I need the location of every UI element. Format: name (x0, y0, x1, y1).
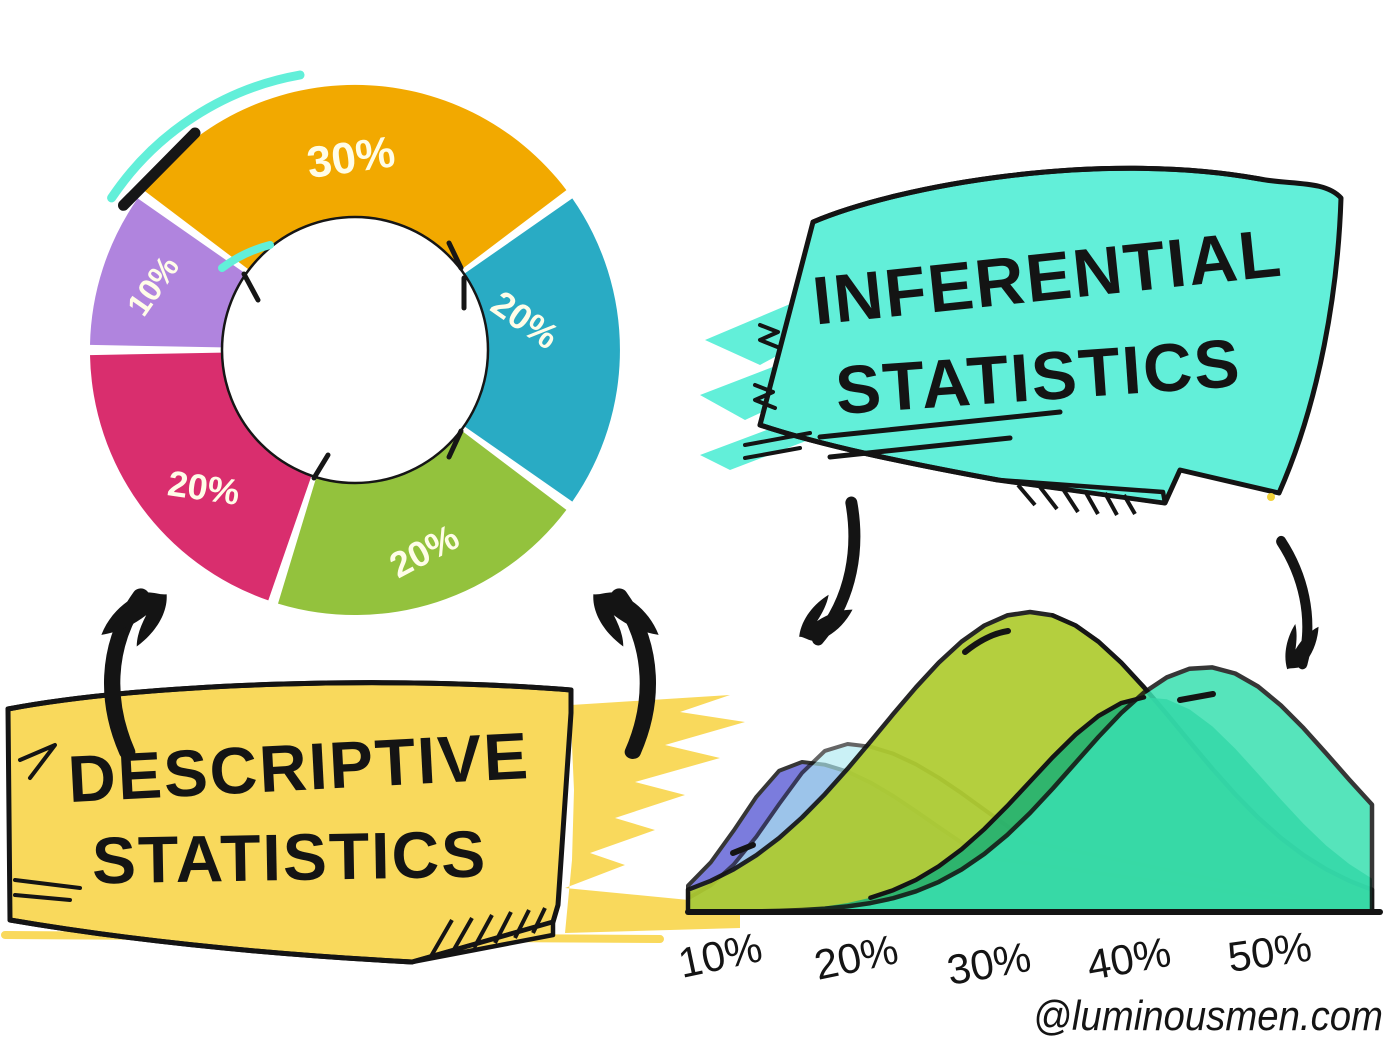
svg-text:50%: 50% (1225, 923, 1315, 981)
svg-text:20%: 20% (810, 925, 902, 988)
svg-text:STATISTICS: STATISTICS (91, 817, 487, 898)
svg-text:30%: 30% (943, 933, 1034, 994)
svg-text:@luminousmen.com: @luminousmen.com (1033, 992, 1383, 1039)
svg-text:40%: 40% (1083, 928, 1174, 989)
svg-text:10%: 10% (674, 923, 766, 986)
